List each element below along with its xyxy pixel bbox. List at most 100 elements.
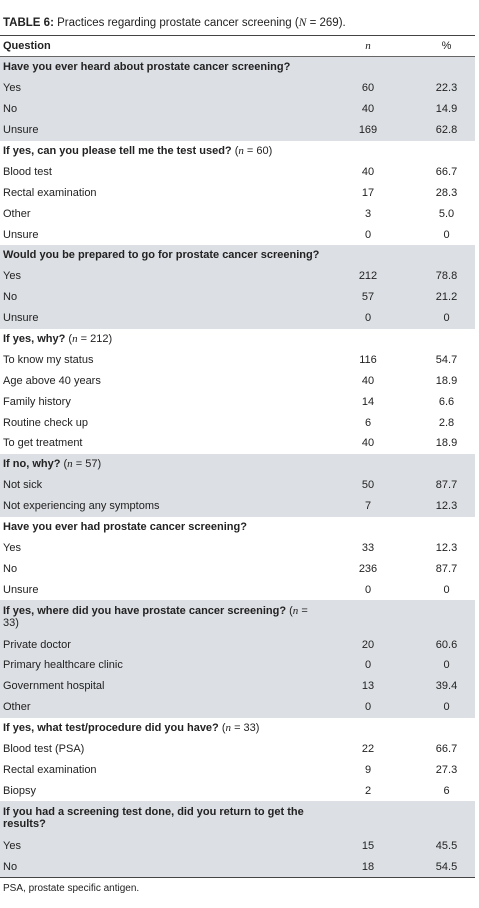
header-percent: % xyxy=(418,36,475,57)
response-label: Rectal examination xyxy=(3,763,97,776)
table-row: No 57 21.2 xyxy=(0,286,475,308)
table-row: Blood test 40 66.7 xyxy=(0,161,475,182)
response-n: 40 xyxy=(318,98,418,120)
response-n: 0 xyxy=(364,228,372,241)
table-row: To know my status 116 54.7 xyxy=(0,349,475,370)
response-percent: 22.3 xyxy=(418,77,475,99)
question-percent-cell xyxy=(418,56,475,78)
response-percent: 6.6 xyxy=(438,395,455,408)
response-label: Routine check up xyxy=(3,416,88,429)
question-percent-cell xyxy=(418,245,475,266)
question-text: If you had a screening test done, did yo… xyxy=(0,801,318,836)
response-n: 236 xyxy=(358,562,378,575)
top-rule xyxy=(0,35,475,36)
response-n: 0 xyxy=(364,583,372,596)
response-label: To get treatment xyxy=(3,437,83,450)
question-row: If yes, can you please tell me the test … xyxy=(0,141,475,162)
table-row: Unsure 0 0 xyxy=(0,579,475,600)
caption-tail: = 269). xyxy=(306,17,346,29)
table-row: Rectal examination 17 28.3 xyxy=(0,182,475,203)
response-percent: 21.2 xyxy=(418,286,475,308)
response-percent: 78.8 xyxy=(418,265,475,287)
response-percent: 87.7 xyxy=(435,562,458,575)
table-body: Question n % Have you ever heard about p… xyxy=(0,36,475,878)
table-row: Not sick 50 87.7 xyxy=(0,474,475,496)
response-percent: 0 xyxy=(443,228,450,241)
response-n: 212 xyxy=(318,265,418,287)
table-row: Other 3 5.0 xyxy=(0,203,475,224)
response-percent: 66.7 xyxy=(435,743,458,756)
response-n: 40 xyxy=(361,437,375,450)
response-percent: 0 xyxy=(418,655,475,676)
response-label: To know my status xyxy=(3,353,94,366)
header-question: Question xyxy=(0,36,318,57)
response-n: 169 xyxy=(318,119,418,141)
response-label: Other xyxy=(0,696,318,718)
question-n-cell xyxy=(318,245,418,266)
question-n-cell xyxy=(318,718,418,739)
response-n: 22 xyxy=(361,743,375,756)
response-label: Unsure xyxy=(3,583,39,596)
response-n: 17 xyxy=(361,186,375,199)
response-label: Yes xyxy=(0,77,318,99)
table-row: Government hospital 13 39.4 xyxy=(0,675,475,697)
response-percent: 66.7 xyxy=(435,165,458,178)
response-n: 40 xyxy=(361,374,375,387)
question-row: Have you ever had prostate cancer screen… xyxy=(0,517,475,538)
response-percent: 87.7 xyxy=(418,474,475,496)
question-row: If yes, where did you have prostate canc… xyxy=(0,600,475,635)
table-row: Unsure 0 0 xyxy=(0,307,475,329)
response-percent: 39.4 xyxy=(418,675,475,697)
response-percent: 18.9 xyxy=(435,437,458,450)
response-n: 33 xyxy=(361,541,375,554)
question-percent-cell xyxy=(418,517,475,538)
response-percent: 0 xyxy=(418,696,475,718)
response-label: No xyxy=(3,562,18,575)
response-label: Private doctor xyxy=(0,634,318,656)
question-text: Have you ever had prostate cancer screen… xyxy=(3,521,247,534)
response-percent: 14.9 xyxy=(418,98,475,120)
response-label: Yes xyxy=(0,265,318,287)
response-n: 0 xyxy=(318,696,418,718)
table-label: TABLE 6: xyxy=(3,17,54,29)
response-label: No xyxy=(0,98,318,120)
caption-text: Practices regarding prostate cancer scre… xyxy=(53,17,299,29)
response-label: Age above 40 years xyxy=(3,374,101,387)
response-n: 6 xyxy=(364,416,372,429)
bottom-rule xyxy=(0,877,475,878)
table-row: No 236 87.7 xyxy=(0,558,475,579)
table-row: Family history 14 6.6 xyxy=(0,391,475,412)
response-percent: 27.3 xyxy=(435,763,458,776)
table-row: Yes 33 12.3 xyxy=(0,537,475,558)
header-n: n xyxy=(318,36,418,57)
response-n: 0 xyxy=(318,307,418,329)
response-n: 18 xyxy=(318,856,418,878)
response-label: Other xyxy=(3,207,31,220)
table-row: Yes 60 22.3 xyxy=(0,77,475,99)
question-row: If yes, why? (n = 212) xyxy=(0,329,475,350)
response-n: 60 xyxy=(318,77,418,99)
question-row: Have you ever heard about prostate cance… xyxy=(0,56,475,78)
question-n-cell xyxy=(318,600,418,635)
response-label: Blood test xyxy=(3,165,52,178)
response-label: Primary healthcare clinic xyxy=(0,655,318,676)
table-row: Private doctor 20 60.6 xyxy=(0,634,475,656)
question-text: If yes, why? (n = 212) xyxy=(3,333,113,346)
response-percent: 45.5 xyxy=(418,835,475,857)
table-row: No 18 54.5 xyxy=(0,856,475,878)
response-n: 57 xyxy=(318,286,418,308)
table-footnote: PSA, prostate specific antigen. xyxy=(3,883,140,894)
question-n-cell xyxy=(318,56,418,78)
response-label: Yes xyxy=(3,541,21,554)
table-row: Biopsy 2 6 xyxy=(0,780,475,801)
question-n-cell xyxy=(318,329,418,350)
question-n-cell xyxy=(318,801,418,836)
table-row: Age above 40 years 40 18.9 xyxy=(0,370,475,391)
table-caption: TABLE 6: Practices regarding prostate ca… xyxy=(3,16,346,30)
response-percent: 54.7 xyxy=(435,353,458,366)
question-percent-cell xyxy=(418,600,475,635)
question-percent-cell xyxy=(418,718,475,739)
response-label: No xyxy=(0,286,318,308)
response-percent: 0 xyxy=(418,307,475,329)
question-row: If no, why? (n = 57) xyxy=(0,453,475,475)
